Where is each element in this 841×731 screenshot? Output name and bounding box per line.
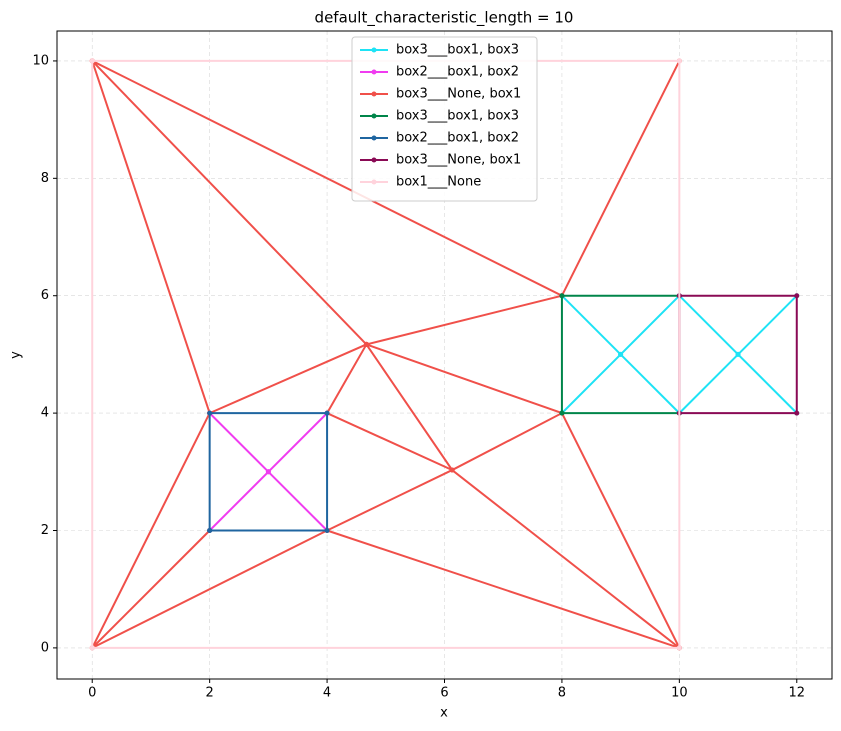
plot-frame [56,30,833,680]
legend-label: box2___box1, box2 [396,65,519,80]
point [618,351,624,357]
x-tick-label: 0 [88,686,96,701]
legend-marker [371,157,377,163]
point [676,645,682,651]
point [559,410,565,416]
y-tick-label: 4 [41,406,49,421]
x-tick-label: 4 [323,686,331,701]
point [207,410,213,416]
point [449,467,455,473]
point [207,528,213,533]
y-tick-label: 8 [41,171,49,186]
point [794,410,800,416]
point [363,341,369,347]
x-tick-label: 12 [788,686,805,701]
point [265,469,271,475]
point [559,293,565,299]
point [676,58,682,64]
x-tick-label: 10 [671,686,688,701]
legend: box3___box1, box3 box2___box1, box2 box3__… [351,36,538,202]
y-tick-label: 6 [41,288,49,303]
legend-marker [371,69,377,75]
point [324,410,330,416]
point [89,58,95,64]
legend-marker [371,91,377,97]
legend-label: box3___box1, box3 [396,109,519,124]
y-tick-label: 0 [41,640,49,655]
legend-label: box1___None [396,175,481,190]
point [324,528,330,533]
y-tick-label: 2 [41,523,49,538]
point [735,351,741,357]
x-axis-label: x [440,706,448,721]
legend-marker [371,47,377,53]
point [794,293,800,299]
series-line [560,294,680,415]
chart-title: default_characteristic_length = 10 [315,9,574,28]
legend-marker [371,113,377,119]
x-tick-label: 8 [558,686,566,701]
legend-label: box2___box1, box2 [396,131,519,146]
legend-label: box3___box1, box3 [396,43,519,58]
x-tick-label: 6 [440,686,448,701]
legend-label: box3___None, box1 [396,87,521,102]
legend-marker [371,135,377,141]
point [89,645,95,651]
legend-label: box3___None, box1 [396,153,521,168]
legend-frame [351,36,538,202]
legend-marker [371,179,377,185]
y-tick-label: 10 [32,53,49,68]
x-tick-label: 2 [206,686,214,701]
y-axis-label: y [9,351,24,359]
